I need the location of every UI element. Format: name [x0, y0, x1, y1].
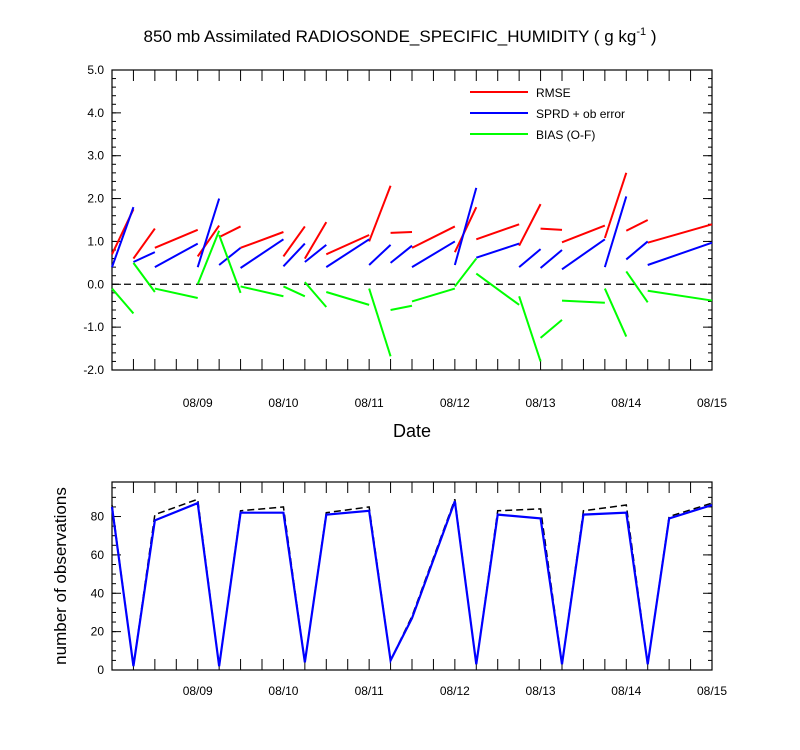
y-tick-label: 0: [97, 663, 104, 677]
series-line-sprd-ob-error: [539, 249, 563, 269]
top-chart: -2.0 -1.0 0.0 1.0 2.0 3.0 4.0 5.0 08/09 08/10 08/1…: [83, 63, 727, 441]
x-tick-label: 08/12: [440, 684, 470, 698]
series-line-bias-o-f: [539, 319, 563, 339]
series-line-bias-o-f: [111, 287, 135, 315]
series-line-bias-o-f: [625, 270, 649, 303]
legend-label-rmse: RMSE: [536, 86, 571, 100]
series-line-sprd-ob-error: [411, 240, 456, 269]
series-line-sprd-ob-error: [647, 241, 713, 266]
series-line-bias-o-f: [454, 257, 478, 288]
series-line-bias-o-f: [154, 287, 198, 299]
y-tick-label: 60: [91, 548, 105, 562]
series-line-bias-o-f: [218, 234, 242, 294]
obs-count-line-dashed: [111, 498, 713, 667]
series-line-bias-o-f: [368, 288, 392, 357]
y-tick-label: 0.0: [87, 277, 104, 291]
series-line-rmse: [325, 234, 370, 256]
x-axis-title: Date: [393, 421, 431, 441]
y-tick-label: -2.0: [83, 363, 104, 377]
series-line-sprd-ob-error: [218, 247, 242, 266]
series-line-rmse: [282, 225, 306, 258]
y-axis-title: number of observations: [51, 487, 70, 665]
series-line-sprd-ob-error: [518, 248, 542, 268]
series-line-bias-o-f: [561, 299, 605, 304]
series-line-rmse: [561, 224, 606, 244]
series-line-bias-o-f: [240, 285, 284, 298]
series-line-bias-o-f: [411, 287, 456, 303]
series-line-sprd-ob-error: [603, 196, 628, 268]
x-tick-label: 08/13: [526, 684, 556, 698]
series-line-rmse: [303, 221, 328, 260]
series-line-sprd-ob-error: [196, 198, 221, 268]
series-line-bias-o-f: [304, 281, 328, 308]
series-line-sprd-ob-error: [389, 244, 413, 264]
series-line-rmse: [154, 228, 199, 249]
x-tick-label: 08/14: [611, 396, 641, 410]
series-line-sprd-ob-error: [561, 238, 606, 271]
x-tick-label: 08/09: [183, 684, 213, 698]
x-tick-label: 08/15: [697, 396, 727, 410]
x-tick-label: 08/09: [183, 396, 213, 410]
series-line-rmse: [132, 227, 156, 260]
series-line-bias-o-f: [518, 295, 542, 362]
series-line-sprd-ob-error: [475, 242, 520, 259]
series-line-rmse: [196, 225, 220, 257]
series-line-bias-o-f: [390, 304, 413, 311]
series-line-rmse: [540, 227, 563, 231]
series-line-sprd-ob-error: [154, 242, 199, 269]
series-line-rmse: [390, 231, 413, 234]
y-tick-label: 20: [91, 625, 105, 639]
series-line-rmse: [240, 231, 284, 249]
series-line-sprd-ob-error: [282, 242, 306, 267]
legend-label-bias-o-f: BIAS (O-F): [536, 128, 595, 142]
series-line-bias-o-f: [647, 289, 713, 302]
series-line-rmse: [218, 225, 242, 239]
y-tick-label: 3.0: [87, 149, 104, 163]
y-tick-label: 1.0: [87, 234, 104, 248]
x-tick-label: 08/14: [611, 684, 641, 698]
obs-count-line-blue: [110, 500, 713, 667]
series-line-rmse: [368, 185, 392, 242]
series-line-bias-o-f: [283, 285, 306, 298]
bottom-chart: 0 20 40 60 80 08/09 08/10 08/11 08/12 08/13 08/14 0…: [51, 481, 727, 698]
x-tick-label: 08/13: [526, 396, 556, 410]
series-line-bias-o-f: [475, 272, 520, 306]
series-line-sprd-ob-error: [133, 251, 156, 263]
x-tick-label: 08/10: [268, 396, 298, 410]
x-tick-label: 08/15: [697, 684, 727, 698]
chart-title: 850 mb Assimilated RADIOSONDE_SPECIFIC_H…: [144, 26, 657, 46]
series-line-sprd-ob-error: [240, 238, 284, 269]
x-tick-label: 08/12: [440, 396, 470, 410]
series-line-sprd-ob-error: [453, 187, 478, 266]
legend-label-sprd-ob-error: SPRD + ob error: [536, 107, 625, 121]
y-tick-label: 80: [91, 510, 105, 524]
series-line-sprd-ob-error: [304, 244, 327, 263]
series-line-bias-o-f: [196, 230, 221, 285]
x-tick-label: 08/11: [355, 684, 384, 698]
y-tick-label: -1.0: [83, 320, 104, 334]
plot-frame: [111, 481, 713, 671]
series-line-sprd-ob-error: [625, 240, 649, 261]
series-line-rmse: [647, 223, 713, 244]
x-tick-label: 08/10: [268, 684, 298, 698]
series-line-bias-o-f: [132, 262, 156, 293]
series-line-sprd-ob-error: [325, 238, 370, 268]
series-line-rmse: [475, 223, 520, 241]
y-tick-label: 5.0: [87, 63, 104, 77]
series-line-rmse: [411, 225, 456, 249]
series-line-bias-o-f: [325, 291, 370, 306]
series-line-rmse: [625, 219, 649, 232]
x-tick-label: 08/11: [355, 396, 384, 410]
series-line-sprd-ob-error: [111, 206, 135, 268]
y-tick-label: 4.0: [87, 106, 104, 120]
series-line-sprd-ob-error: [368, 244, 392, 266]
y-tick-label: 40: [91, 586, 105, 600]
series-line-rmse: [518, 203, 542, 247]
y-tick-label: 2.0: [87, 192, 104, 206]
series-line-rmse: [603, 172, 628, 239]
series-line-bias-o-f: [603, 288, 628, 337]
